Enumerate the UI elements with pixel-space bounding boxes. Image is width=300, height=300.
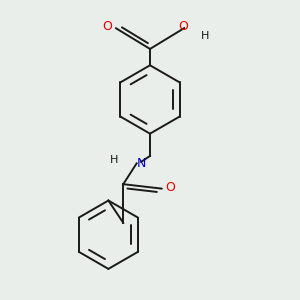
Text: H: H — [201, 31, 209, 40]
Text: H: H — [110, 155, 118, 165]
Text: N: N — [137, 157, 146, 170]
Text: O: O — [103, 20, 112, 33]
Text: O: O — [178, 20, 188, 33]
Text: O: O — [165, 181, 175, 194]
